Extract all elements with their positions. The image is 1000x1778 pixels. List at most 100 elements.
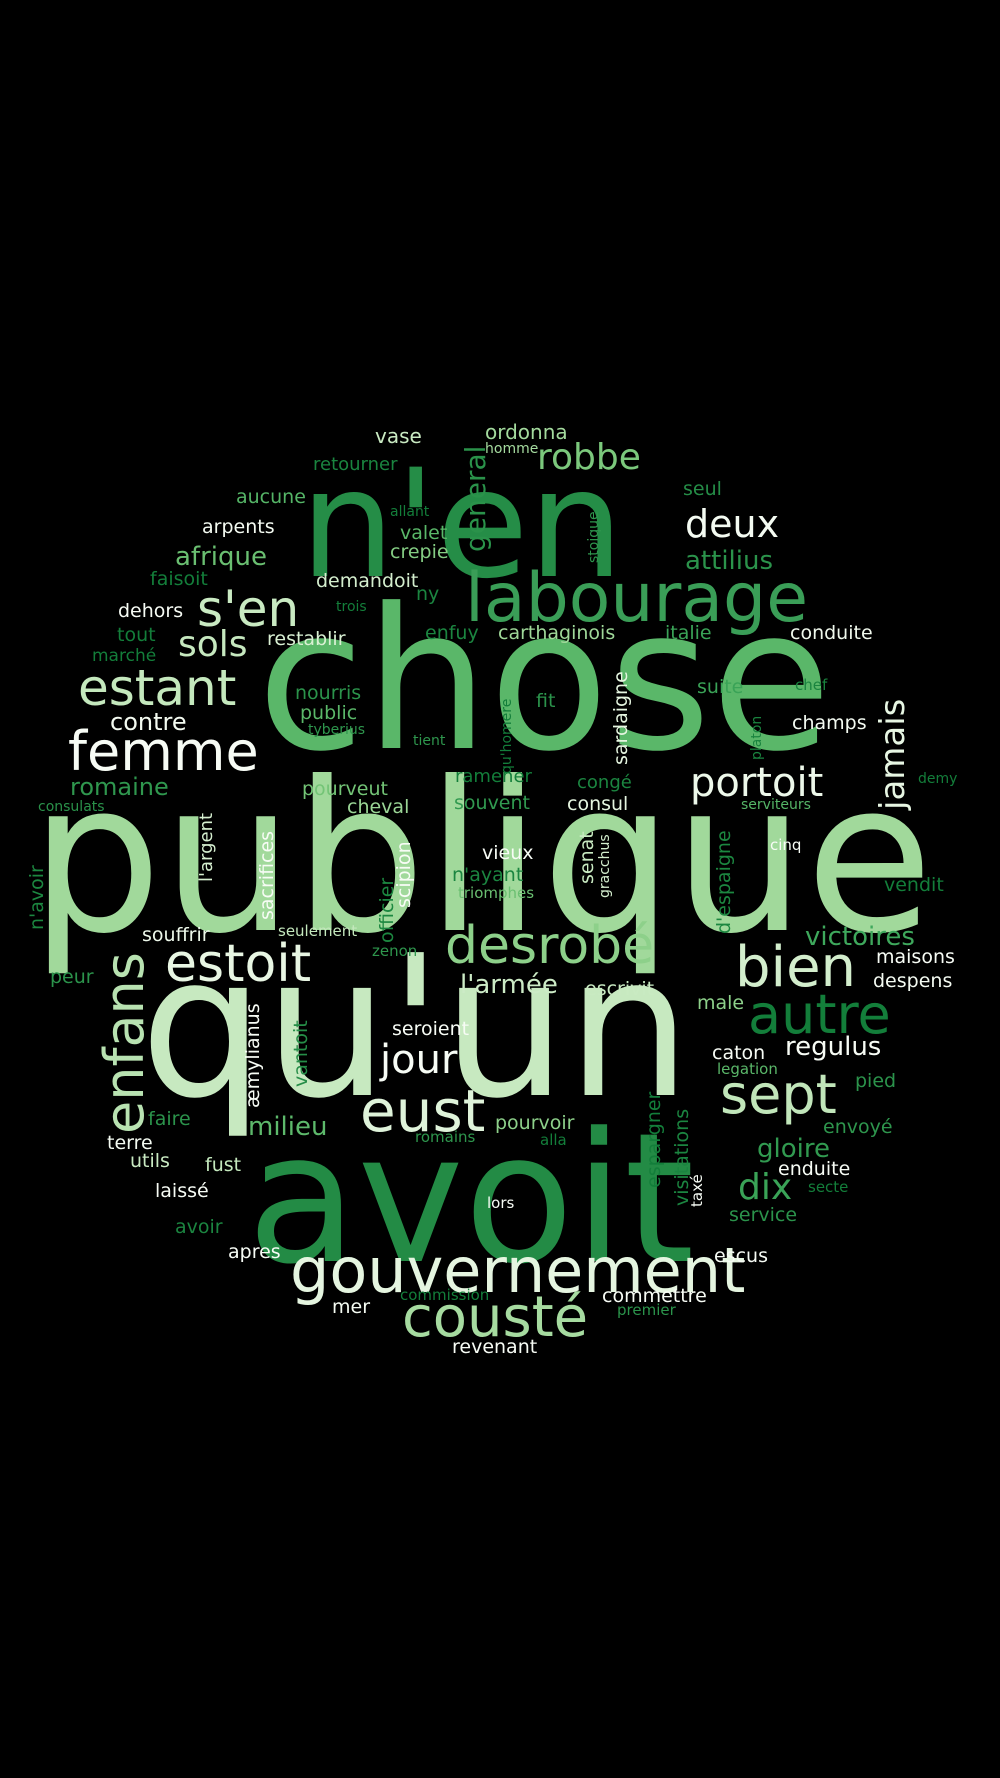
word-enfans: enfans: [93, 952, 156, 1134]
word-stoique: stoique: [586, 511, 602, 563]
word-champs: champs: [792, 712, 867, 734]
word-deux: deux: [685, 502, 780, 546]
word-escrivit: escrivit: [585, 978, 655, 1000]
word-triomphes: triomphes: [458, 884, 535, 902]
word-commission: commission: [400, 1286, 490, 1304]
word-demy: demy: [918, 771, 958, 787]
word-n-avoir: n'avoir: [26, 865, 48, 930]
word-commettre: commettre: [602, 1285, 707, 1307]
word-tyberius: tyberius: [308, 722, 366, 738]
word-valet: valet: [400, 522, 448, 544]
word-qu-homere: qu'homere: [499, 698, 515, 774]
word-pied: pied: [855, 1070, 897, 1092]
word-restablir: restablir: [267, 628, 346, 650]
word-faisoit: faisoit: [150, 568, 208, 590]
word-pourveut: pourveut: [302, 778, 388, 800]
word-gracchus: gracchus: [597, 834, 613, 898]
word-gouvernement: gouvernement: [290, 1234, 746, 1307]
word-legation: legation: [717, 1060, 778, 1078]
word-estant: estant: [78, 659, 237, 717]
word-romaine: romaine: [70, 773, 169, 801]
word-dehors: dehors: [118, 600, 184, 622]
word-platon: platon: [749, 715, 765, 760]
word-fit: fit: [536, 690, 556, 712]
word-souffrir: souffrir: [142, 924, 210, 946]
word-dix: dix: [738, 1167, 793, 1208]
word-romains: romains: [415, 1128, 476, 1146]
word-aemylianus: æmylianus: [242, 1003, 264, 1108]
word-public: public: [300, 702, 358, 724]
word-arpents: arpents: [202, 516, 275, 538]
word-ny: ny: [416, 583, 440, 605]
word-ramener: ramener: [455, 766, 532, 787]
word-sept: sept: [720, 1063, 837, 1126]
word-service: service: [729, 1204, 798, 1226]
word-italie: italie: [665, 622, 712, 644]
word-eust: eust: [360, 1077, 486, 1145]
word-vieux: vieux: [482, 842, 534, 864]
word-zenon: zenon: [372, 942, 418, 960]
word-attilius: attilius: [685, 546, 774, 576]
word-suite: suite: [697, 676, 744, 698]
word-sacrifices: sacrifices: [256, 830, 278, 920]
word-s-en: s'en: [197, 580, 300, 638]
word-senat: senat: [576, 831, 598, 884]
word-seul: seul: [683, 478, 722, 500]
word-n-en: n'en: [300, 438, 624, 612]
word-femme: femme: [68, 720, 259, 783]
word-vantoit: vantoit: [290, 1020, 312, 1087]
word-revenant: revenant: [452, 1336, 538, 1358]
word-victoires: victoires: [805, 922, 915, 952]
word-consulats: consulats: [38, 799, 105, 815]
word-demandoit: demandoit: [316, 570, 419, 592]
word-serviteurs: serviteurs: [741, 797, 811, 813]
word-cinq: cinq: [770, 836, 802, 854]
word-lors: lors: [487, 1194, 515, 1212]
word-premier: premier: [617, 1301, 676, 1319]
word-envoye: envoyé: [823, 1116, 893, 1138]
word-alla: alla: [540, 1131, 567, 1149]
word-l-argent: l'argent: [196, 812, 217, 882]
word-vase: vase: [375, 424, 422, 448]
word-despens: despens: [873, 970, 953, 992]
word-conge: congé: [577, 772, 632, 793]
word-carthaginois: carthaginois: [498, 622, 616, 644]
word-bien: bien: [735, 935, 857, 1000]
word-conduite: conduite: [790, 622, 873, 644]
word-homme: homme: [485, 441, 539, 457]
word-milieu: milieu: [248, 1112, 328, 1142]
word-ordonna: ordonna: [485, 420, 568, 444]
word-d-espaigne: d'espaigne: [713, 830, 735, 934]
word-crepie: crepie: [390, 541, 449, 563]
word-maisons: maisons: [876, 946, 955, 968]
word-escus: escus: [714, 1245, 768, 1267]
word-jour: jour: [380, 1037, 458, 1083]
word-caton: caton: [712, 1042, 766, 1064]
word-estoit: estoit: [165, 934, 312, 994]
word-qu-un: qu'un: [140, 914, 691, 1142]
word-vendit: vendit: [884, 874, 944, 896]
word-desrobe: desrobé: [445, 916, 655, 976]
word-general: general: [459, 445, 492, 552]
word-pourvoir: pourvoir: [495, 1112, 575, 1134]
word-sols: sols: [178, 624, 248, 665]
word-fust: fust: [205, 1154, 242, 1176]
word-laisse: laissé: [155, 1180, 209, 1202]
word-consul: consul: [567, 793, 629, 815]
word-jamais: jamais: [873, 698, 913, 810]
word-autre: autre: [748, 983, 891, 1046]
word-l-armee: l'armée: [460, 970, 558, 1000]
word-nourris: nourris: [295, 682, 362, 704]
word-seroient: seroient: [392, 1018, 470, 1040]
word-male: male: [697, 992, 745, 1014]
word-robbe: robbe: [537, 437, 641, 478]
word-apres: apres: [228, 1241, 281, 1263]
word-espargner: espargner: [643, 1091, 665, 1188]
word-peur: peur: [50, 966, 94, 988]
word-mer: mer: [332, 1296, 371, 1318]
word-enduite: enduite: [778, 1158, 851, 1180]
word-marche: marché: [92, 646, 157, 666]
word-allant: allant: [390, 504, 430, 520]
word-officier: officier: [376, 877, 398, 943]
word-contre: contre: [110, 708, 187, 736]
